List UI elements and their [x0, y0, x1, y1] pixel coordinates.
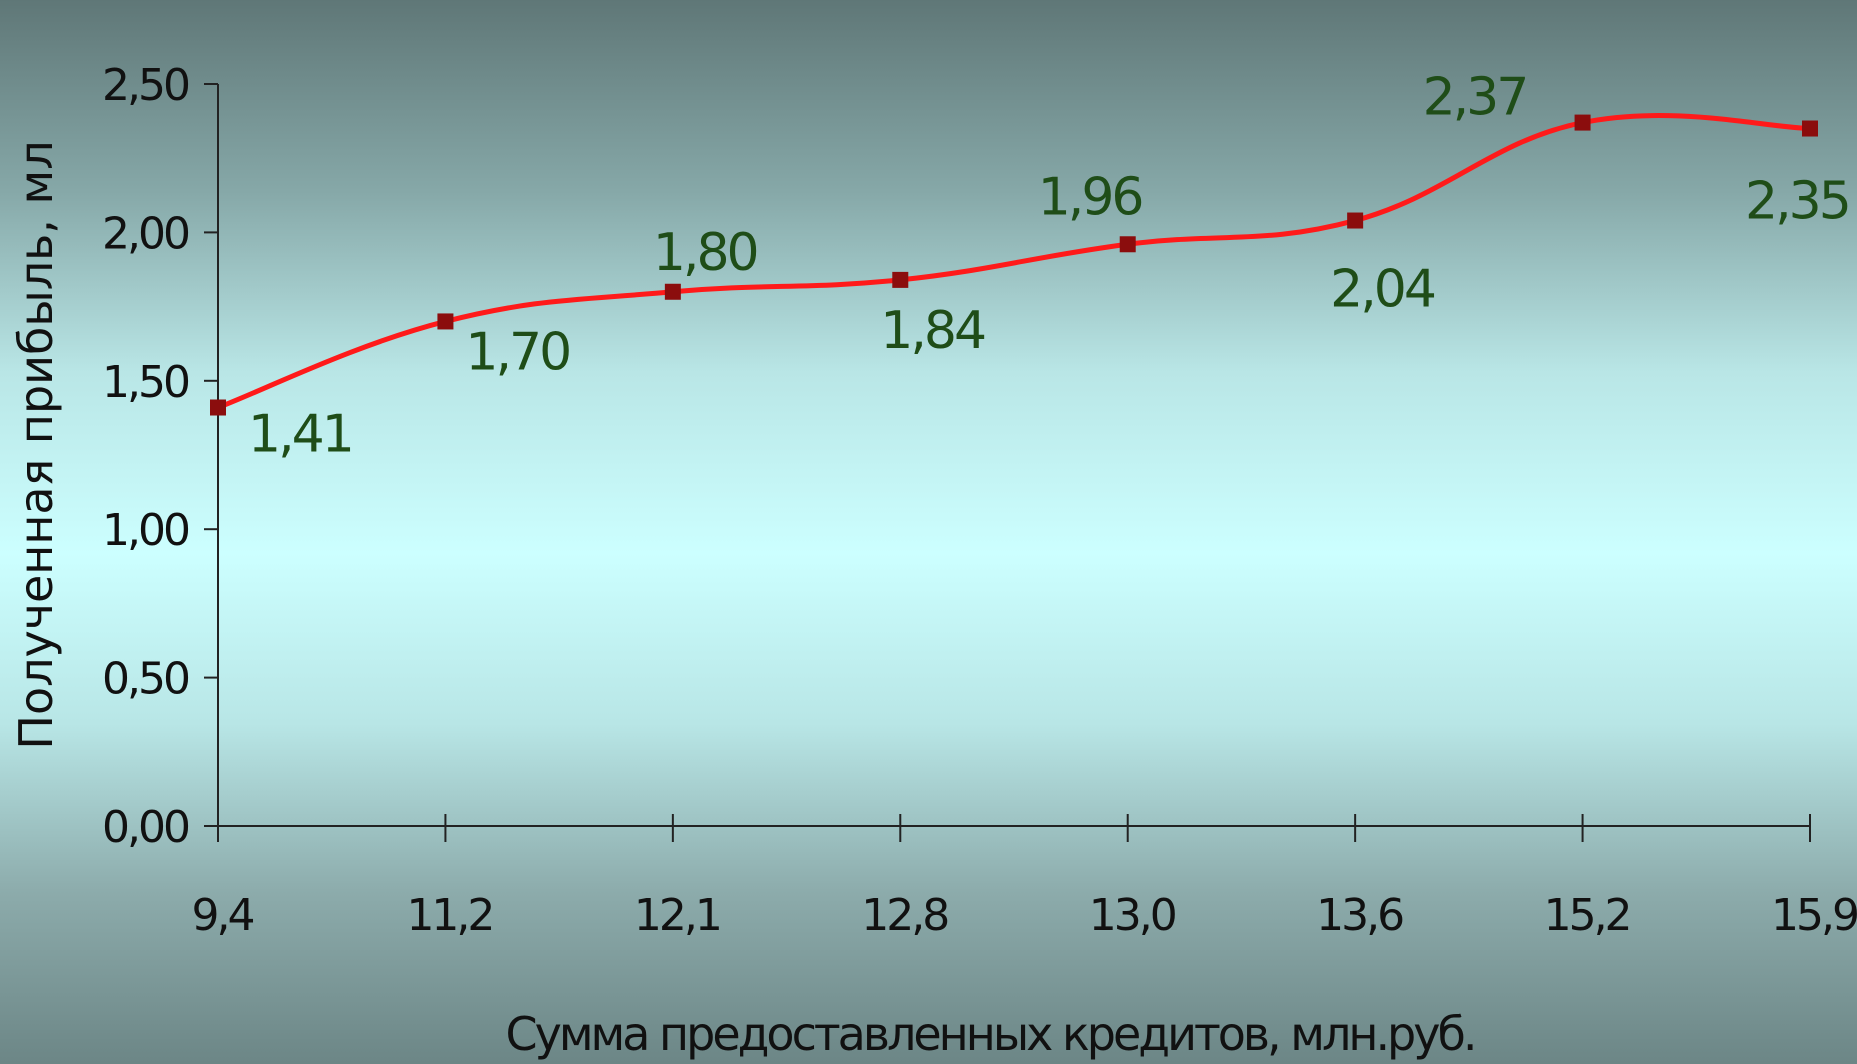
y-tick-label: 1,50: [102, 357, 189, 408]
x-tick-label: 12,8: [861, 890, 947, 941]
axes: [217, 84, 1810, 827]
y-axis-title: Полученная прибыль, мл: [9, 140, 63, 749]
x-tick-label: 15,2: [1544, 890, 1630, 941]
y-ticks: 0,00 0,50 1,00 1,50 2,00 2,50: [102, 60, 218, 853]
x-axis-title: Сумма предоставленных кредитов, млн.руб.: [506, 1007, 1475, 1061]
data-point-marker: [1574, 114, 1591, 131]
data-label: 2,04: [1330, 260, 1435, 320]
series-markers: [210, 114, 1818, 416]
y-tick-label: 1,00: [102, 505, 189, 556]
x-tick-label: 12,1: [634, 890, 720, 941]
x-tick-label: 9,4: [192, 890, 254, 941]
data-label: 2,35: [1745, 172, 1849, 232]
data-label: 1,41: [248, 405, 352, 465]
data-point-marker: [1347, 212, 1364, 229]
data-point-marker: [664, 283, 681, 300]
x-ticks: 9,4 11,2 12,1 12,8 13,0 13,6 15,2 15,9: [192, 814, 1857, 941]
data-point-marker: [1802, 120, 1818, 137]
data-label: 1,70: [465, 322, 569, 382]
x-tick-label: 15,9: [1771, 890, 1857, 941]
data-label: 2,37: [1423, 68, 1527, 128]
y-tick-label: 2,00: [102, 208, 189, 259]
x-tick-label: 13,6: [1316, 890, 1403, 941]
data-point-marker: [892, 271, 909, 288]
data-point-marker: [210, 399, 226, 416]
data-label: 1,84: [880, 301, 985, 361]
y-tick-label: 0,00: [102, 802, 189, 853]
data-point-marker: [1119, 236, 1136, 253]
data-point-marker: [437, 313, 454, 330]
data-label: 1,96: [1038, 167, 1142, 227]
x-tick-label: 13,0: [1089, 890, 1176, 941]
y-tick-label: 0,50: [102, 654, 189, 705]
y-tick-label: 2,50: [102, 60, 189, 111]
series-line: [215, 113, 1813, 411]
x-tick-label: 11,2: [406, 890, 492, 941]
data-label: 1,80: [653, 223, 757, 283]
data-labels: 1,41 1,70 1,80 1,84 1,96 2,04 2,37 2,35: [248, 68, 1852, 465]
